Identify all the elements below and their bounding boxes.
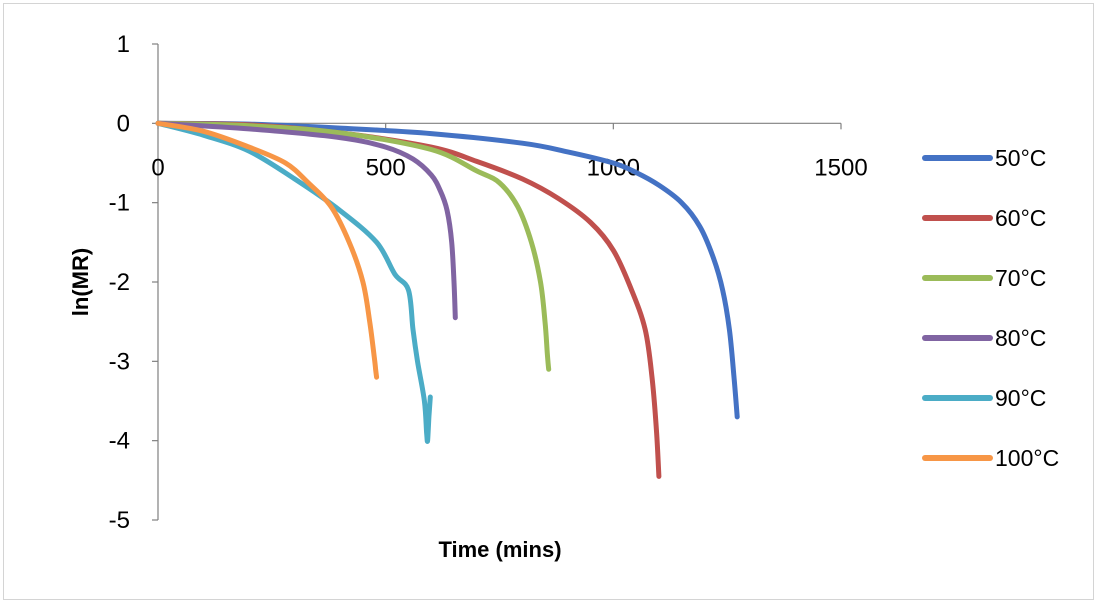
legend-label: 100°C	[995, 445, 1059, 471]
legend: 50°C 60°C 70°C 80°C 90°C 100°C	[922, 145, 1059, 471]
legend-label: 60°C	[995, 205, 1046, 231]
x-axis-title: Time (mins)	[438, 537, 561, 562]
y-tick-label: -3	[109, 348, 130, 375]
legend-label: 80°C	[995, 325, 1046, 351]
series-line	[155, 120, 380, 380]
legend-label: 50°C	[995, 145, 1046, 171]
x-tick-label: 500	[366, 154, 406, 181]
legend-label: 70°C	[995, 265, 1046, 291]
chart-border	[3, 3, 1094, 600]
x-tick-label: 0	[151, 154, 164, 181]
axes: 10-1-2-3-4-50 500 1000 1500	[109, 31, 868, 534]
x-tick-label: 1500	[814, 154, 867, 181]
y-tick-label: -2	[109, 269, 130, 296]
y-tick-label: 1	[117, 31, 130, 58]
series-line	[155, 120, 433, 444]
series-line	[155, 120, 740, 420]
series-line	[155, 120, 552, 372]
y-tick-label: 0	[117, 110, 130, 137]
y-tick-label: -5	[109, 507, 130, 534]
y-axis-title: ln(MR)	[68, 248, 93, 316]
series-layer	[155, 120, 740, 479]
legend-label: 90°C	[995, 385, 1046, 411]
y-tick-label: -1	[109, 190, 130, 217]
y-tick-label: -4	[109, 428, 130, 455]
series-line	[155, 120, 458, 321]
